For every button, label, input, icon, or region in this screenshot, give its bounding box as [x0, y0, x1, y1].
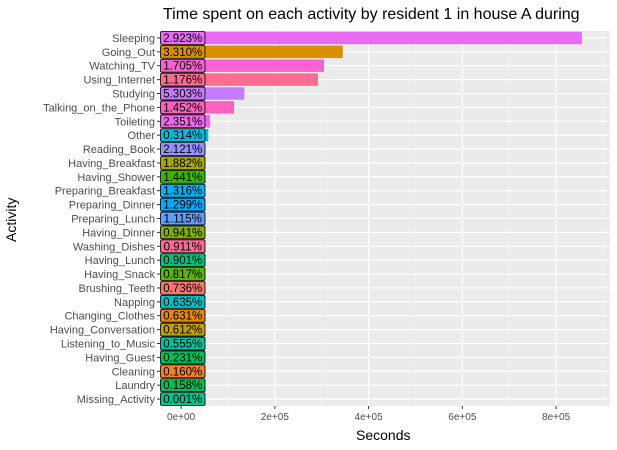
percent-label-box	[160, 197, 206, 212]
percent-label: 1.316%	[163, 186, 202, 198]
percent-label: 0.555%	[163, 339, 202, 351]
percent-label: 1.452%	[163, 102, 202, 114]
y-tick-label: Using_Internet	[83, 75, 155, 87]
percent-label-box	[160, 58, 206, 73]
percent-label-box	[160, 100, 206, 115]
percent-label: 1.115%	[164, 214, 202, 226]
x-tick-label: 4e+05	[355, 412, 384, 423]
percent-label-box	[160, 239, 206, 254]
y-tick-label: Having_Dinner	[82, 227, 155, 239]
x-axis-label: Seconds	[356, 427, 411, 443]
percent-label-box	[160, 183, 206, 198]
y-tick-label: Going_Out	[102, 47, 155, 59]
percent-label-box	[160, 142, 206, 156]
y-tick-label: Preparing_Lunch	[71, 214, 155, 226]
bar	[181, 59, 325, 72]
percent-label: 0.635%	[163, 297, 202, 309]
y-tick-label: Having_Breakfast	[68, 158, 155, 170]
y-tick-label: Reading_Book	[83, 144, 156, 156]
percent-label-box	[160, 86, 206, 101]
y-tick-label: Cleaning	[112, 366, 155, 378]
percent-label: 2.923%	[163, 33, 202, 45]
percent-label-box	[160, 128, 206, 143]
y-tick-label: Changing_Clothes	[64, 311, 155, 323]
y-tick-label: Having_Lunch	[85, 255, 155, 267]
percent-label: 1.299%	[163, 200, 202, 212]
percent-label: 0.631%	[163, 311, 202, 323]
y-axis-label: Activity	[3, 197, 19, 242]
percent-label: 0.736%	[163, 283, 202, 295]
y-tick-label: Sleeping	[112, 33, 155, 45]
percent-label: 1.176%	[163, 75, 202, 87]
y-tick-label: Having_Conversation	[50, 325, 155, 337]
percent-label-box	[160, 156, 206, 170]
chart-title: Time spent on each activity by resident …	[163, 6, 580, 23]
percent-label: 3.310%	[163, 47, 202, 59]
percent-label: 2.121%	[163, 144, 202, 156]
percent-label: 0.911%	[164, 241, 202, 253]
percent-label: 0.231%	[163, 352, 202, 364]
percent-label-box	[160, 336, 206, 351]
x-tick-label: 2e+05	[261, 412, 290, 423]
y-tick-label: Toileting	[115, 116, 155, 128]
percent-label-box	[160, 72, 206, 87]
percent-label-box	[160, 169, 206, 184]
y-tick-label: Laundry	[115, 380, 155, 392]
percent-label: 2.351%	[163, 116, 202, 128]
y-tick-label: Brushing_Teeth	[79, 283, 155, 295]
y-tick-label: Washing_Dishes	[73, 241, 156, 253]
percent-label-box	[160, 378, 206, 393]
percent-label-box	[160, 364, 206, 379]
percent-label-box	[160, 114, 206, 129]
percent-label: 0.001%	[163, 394, 202, 406]
y-tick-label: Studying	[112, 89, 155, 101]
y-tick-label: Other	[127, 130, 155, 142]
percent-label-box	[160, 392, 206, 406]
percent-label: 1.441%	[163, 172, 202, 184]
percent-label: 5.303%	[163, 89, 202, 101]
percent-label-box	[160, 281, 206, 295]
y-tick-label: Preparing_Breakfast	[55, 186, 155, 198]
percent-label: 0.314%	[163, 130, 202, 142]
percent-label: 0.160%	[163, 366, 202, 378]
y-tick-label: Napping	[114, 297, 155, 309]
percent-label-box	[160, 267, 206, 281]
y-tick-label: Having_Guest	[85, 352, 155, 364]
percent-label-box	[160, 31, 206, 45]
percent-label: 1.882%	[163, 158, 202, 170]
percent-label-box	[160, 322, 206, 337]
percent-label-box	[160, 44, 206, 59]
percent-label-box	[160, 253, 206, 268]
percent-label: 1.705%	[163, 61, 202, 73]
percent-label-box	[160, 225, 206, 240]
y-tick-label: Having_Shower	[77, 172, 155, 184]
y-tick-label: Listening_to_Music	[61, 339, 156, 351]
y-tick-label: Preparing_Dinner	[69, 200, 156, 212]
x-tick-label: 8e+05	[542, 412, 571, 423]
percent-label-box	[160, 211, 206, 226]
percent-label: 0.941%	[163, 227, 202, 239]
percent-label: 0.901%	[163, 255, 202, 267]
y-tick-label: Missing_Activity	[77, 394, 156, 406]
bar	[181, 73, 318, 86]
percent-label: 0.817%	[163, 269, 202, 281]
x-tick-label: 0e+00	[167, 412, 196, 423]
y-tick-label: Watching_TV	[89, 61, 155, 73]
percent-label-box	[160, 308, 206, 323]
bar	[181, 45, 343, 59]
percent-label-box	[160, 350, 206, 365]
y-tick-label: Talking_on_the_Phone	[43, 102, 155, 114]
bar	[181, 31, 582, 45]
x-tick-label: 6e+05	[448, 412, 477, 423]
percent-label: 0.612%	[163, 325, 202, 337]
y-tick-label: Having_Snack	[84, 269, 155, 281]
percent-label-box	[160, 294, 206, 309]
percent-label: 0.158%	[163, 380, 202, 392]
